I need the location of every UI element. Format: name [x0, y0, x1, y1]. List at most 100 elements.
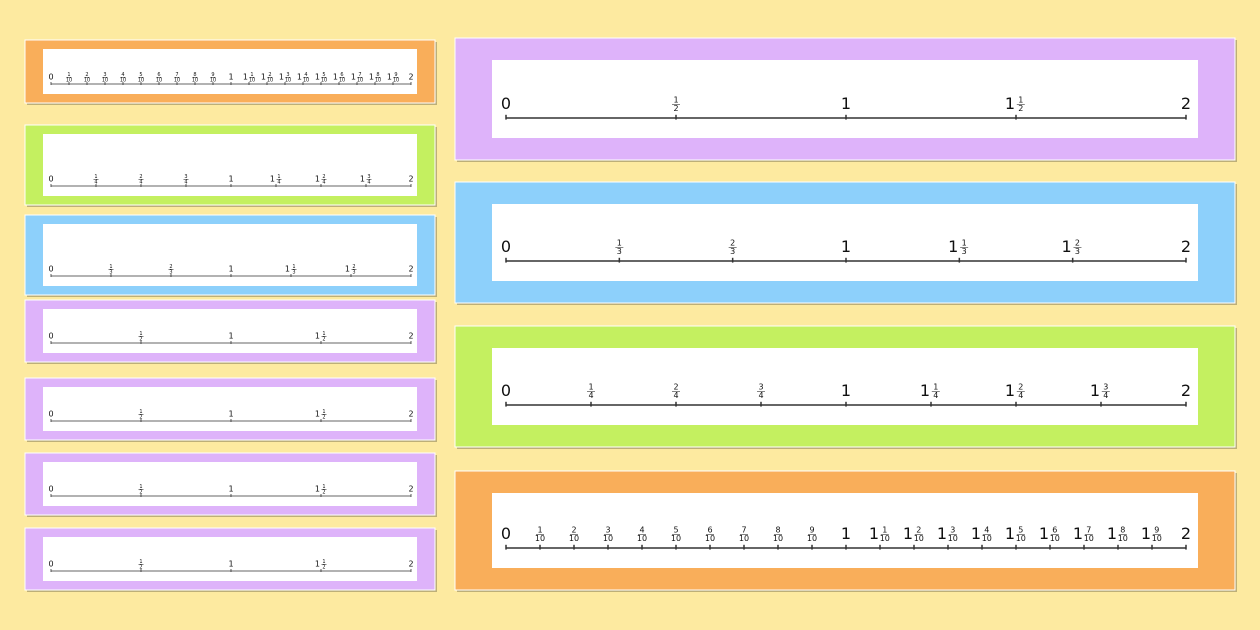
numerator: 2: [730, 238, 735, 247]
numerator: 8: [376, 72, 379, 78]
whole-number: 1: [315, 560, 320, 569]
whole-number: 1: [841, 381, 851, 400]
denominator: 3: [169, 270, 172, 276]
numerator: 7: [1086, 525, 1091, 534]
denominator: 3: [617, 247, 622, 256]
whole-number: 1: [1141, 524, 1151, 543]
whole-number: 1: [315, 332, 320, 341]
card-inner: [43, 387, 417, 431]
whole-number: 0: [501, 524, 511, 543]
numerator: 1: [67, 72, 70, 78]
denominator: 10: [807, 534, 817, 543]
numerator: 5: [1018, 525, 1023, 534]
numerator: 2: [85, 72, 88, 78]
numerator: 3: [367, 174, 370, 180]
whole-number: 1: [1039, 524, 1049, 543]
denominator: 10: [66, 78, 72, 84]
whole-number: 1: [1073, 524, 1083, 543]
denominator: 3: [292, 270, 295, 276]
denominator: 4: [94, 180, 97, 186]
whole-number: 0: [48, 485, 53, 494]
denominator: 4: [588, 391, 593, 400]
whole-number: 1: [315, 73, 320, 82]
numerator: 1: [94, 174, 97, 180]
numerator: 3: [286, 72, 289, 78]
card-inner: [492, 348, 1198, 425]
numerator: 5: [673, 525, 678, 534]
denominator: 10: [267, 78, 273, 84]
denominator: 10: [982, 534, 992, 543]
denominator: 4: [1103, 391, 1108, 400]
whole-number: 1: [228, 175, 233, 184]
denominator: 2: [322, 490, 325, 496]
whole-number: 2: [1181, 524, 1191, 543]
denominator: 2: [139, 565, 142, 571]
numerator: 7: [741, 525, 746, 534]
whole-number: 1: [228, 332, 233, 341]
whole-number: 2: [1181, 381, 1191, 400]
whole-number: 1: [297, 73, 302, 82]
whole-number: 1: [1005, 381, 1015, 400]
whole-number: 0: [501, 381, 511, 400]
whole-number: 0: [501, 237, 511, 256]
numerator: 2: [169, 264, 172, 270]
denominator: 10: [303, 78, 309, 84]
denominator: 10: [138, 78, 144, 84]
numerator: 2: [916, 525, 921, 534]
denominator: 4: [367, 180, 370, 186]
numerator: 3: [950, 525, 955, 534]
denominator: 2: [1018, 104, 1023, 113]
denominator: 10: [285, 78, 291, 84]
denominator: 2: [139, 337, 142, 343]
whole-number: 1: [351, 73, 356, 82]
numerator: 1: [109, 264, 112, 270]
denominator: 2: [139, 415, 142, 421]
denominator: 4: [184, 180, 187, 186]
denominator: 3: [730, 247, 735, 256]
whole-number: 1: [841, 524, 851, 543]
whole-number: 1: [971, 524, 981, 543]
numerator: 9: [1154, 525, 1159, 534]
numerator: 2: [571, 525, 576, 534]
denominator: 10: [914, 534, 924, 543]
whole-number: 1: [228, 73, 233, 82]
whole-number: 1: [841, 94, 851, 113]
numerator: 3: [1103, 382, 1108, 391]
numerator: 7: [175, 72, 178, 78]
whole-number: 1: [228, 485, 233, 494]
numerator: 2: [268, 72, 271, 78]
denominator: 10: [321, 78, 327, 84]
denominator: 4: [139, 180, 142, 186]
whole-number: 1: [903, 524, 913, 543]
numerator: 7: [358, 72, 361, 78]
whole-number: 0: [48, 265, 53, 274]
numerator: 3: [184, 174, 187, 180]
numerator: 1: [292, 264, 295, 270]
numerator: 3: [605, 525, 610, 534]
whole-number: 1: [948, 237, 958, 256]
numerator: 2: [352, 264, 355, 270]
numerator: 4: [304, 72, 307, 78]
denominator: 10: [948, 534, 958, 543]
whole-number: 2: [408, 485, 413, 494]
whole-number: 1: [228, 410, 233, 419]
whole-number: 1: [369, 73, 374, 82]
whole-number: 1: [315, 485, 320, 494]
whole-number: 1: [228, 265, 233, 274]
whole-number: 0: [48, 560, 53, 569]
denominator: 10: [1016, 534, 1026, 543]
card-inner: [43, 309, 417, 353]
numerator: 5: [139, 72, 142, 78]
numerator: 9: [211, 72, 214, 78]
denominator: 2: [139, 490, 142, 496]
numerator: 1: [588, 382, 593, 391]
whole-number: 1: [261, 73, 266, 82]
denominator: 2: [322, 565, 325, 571]
denominator: 10: [535, 534, 545, 543]
card-inner: [43, 134, 417, 196]
numerator: 8: [775, 525, 780, 534]
numerator: 1: [1018, 95, 1023, 104]
denominator: 3: [352, 270, 355, 276]
denominator: 10: [192, 78, 198, 84]
whole-number: 2: [408, 410, 413, 419]
